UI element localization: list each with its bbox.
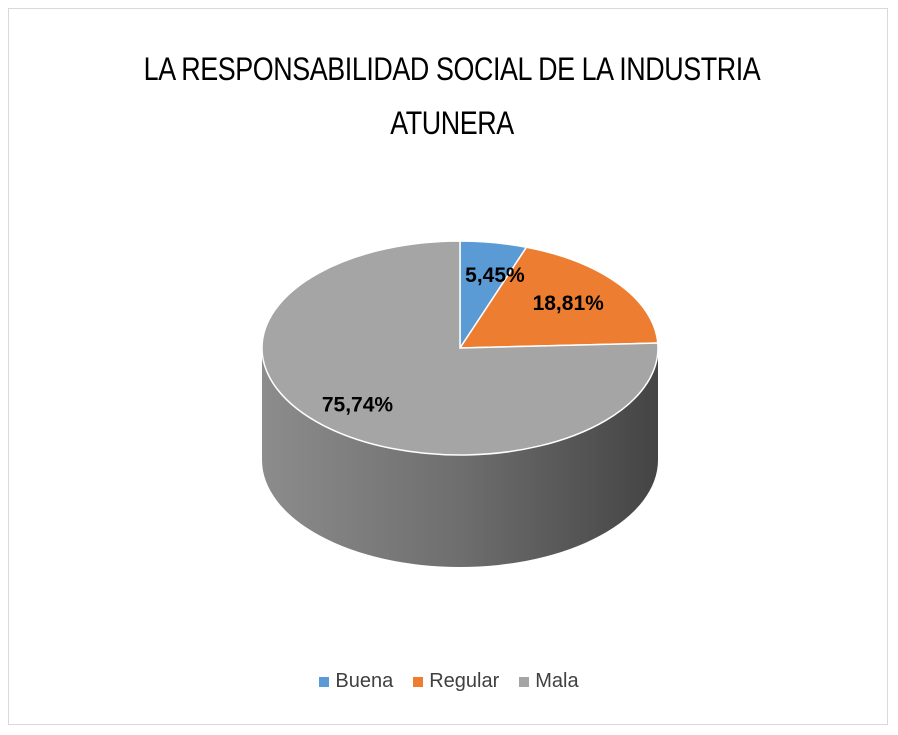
data-label: 75,74% [322,394,394,417]
pie-slice [458,246,659,349]
data-label: 18,81% [533,292,605,315]
legend-label: Mala [535,670,579,692]
legend-label: Regular [429,670,500,692]
legend-swatch [413,676,424,687]
legend-item: Mala [519,670,579,693]
legend-item: Buena [319,670,393,693]
pie-side [262,348,658,567]
legend-swatch [519,676,530,687]
pie-slice [261,240,659,456]
chart-title: LA RESPONSABILIDAD SOCIAL DE LA INDUSTRI… [143,51,761,141]
legend-swatch [319,676,330,687]
legend: Buena Regular Mala [0,670,898,693]
legend-label: Buena [335,670,394,692]
legend-item: Regular [413,670,499,693]
data-label: 5,45% [465,264,525,287]
